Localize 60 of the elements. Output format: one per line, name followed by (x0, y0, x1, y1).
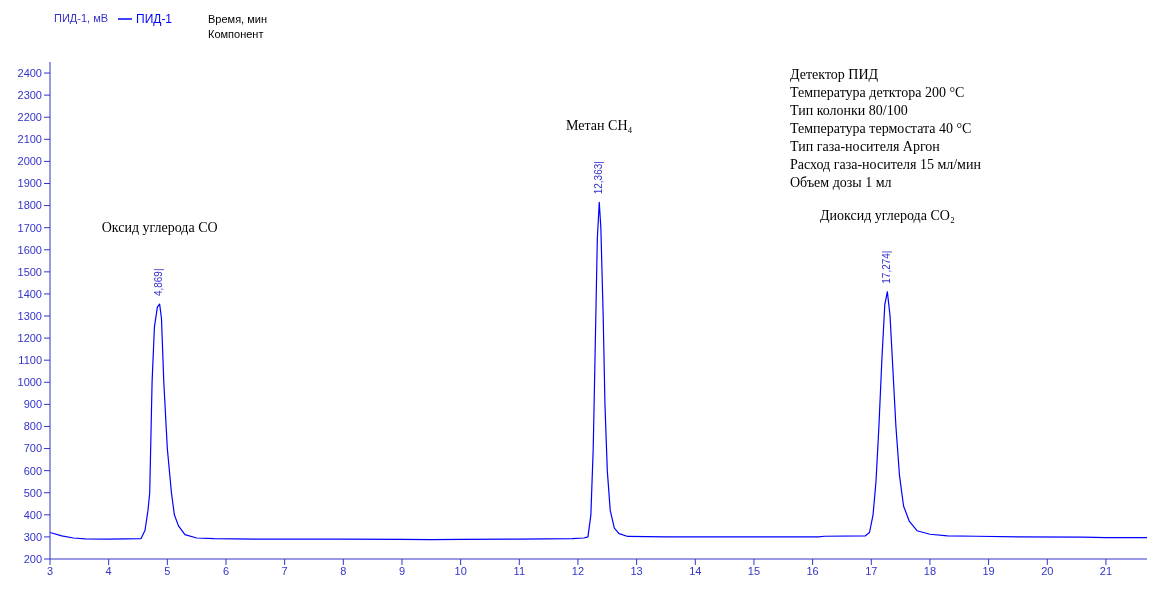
y-tick-label: 900 (23, 398, 42, 411)
y-tick-label: 2100 (17, 133, 42, 146)
annotation: Тип газа-носителя Аргон (790, 138, 941, 156)
x-tick-label: 8 (340, 564, 347, 577)
y-tick-label: 1100 (18, 354, 42, 367)
y-tick-label: 1200 (17, 332, 42, 345)
text: Компонент (208, 27, 265, 42)
y-tick-label: 300 (23, 530, 42, 543)
legend-label: ПИД-1 (135, 12, 173, 26)
y-tick-label: 500 (23, 486, 42, 499)
x-tick-label: 5 (164, 564, 171, 577)
y-tick-label: 2400 (17, 66, 42, 79)
x-tick-label: 6 (222, 564, 230, 577)
y-tick-label: 1000 (17, 376, 42, 389)
annotation: Оксид углерода CO (101, 220, 218, 236)
y-tick-label: 2200 (17, 111, 42, 124)
annotation: 4,869| (153, 268, 165, 297)
x-axis-title: Время, мин (208, 12, 267, 27)
annotation: Объем дозы 1 мл (790, 174, 893, 192)
annotation: Температура деткторa 200 °C (790, 84, 966, 102)
x-tick-label: 20 (1041, 564, 1054, 577)
y-tick-label: 400 (23, 508, 42, 521)
annotation: 17,274| (881, 250, 892, 284)
y-tick-label: 1600 (17, 243, 42, 256)
x-tick-label: 18 (923, 564, 937, 577)
x-tick-label: 13 (630, 564, 643, 577)
x-tick-label: 11 (513, 564, 526, 577)
y-tick-label: 1300 (17, 309, 42, 322)
y-tick-label: 200 (23, 552, 42, 565)
annotation: Расход газа-носителя 15 мл/мин (790, 156, 981, 174)
x-tick-label: 12 (571, 564, 585, 577)
y-tick-label: 1900 (17, 177, 42, 190)
annotation: Диоксид углерода CO₂ (819, 207, 955, 223)
annotation: 12,363| (592, 161, 604, 195)
x-tick-label: 4 (105, 564, 112, 577)
x-tick-label: 9 (398, 564, 406, 577)
y-tick-label: 2300 (17, 89, 42, 102)
y-tick-label: 1700 (17, 221, 42, 234)
y-tick-label: 1400 (17, 287, 42, 300)
y-tick-label: 700 (23, 442, 42, 455)
annotation: Температура термостата 40 °C (790, 120, 973, 138)
x-tick-label: 15 (747, 564, 761, 577)
x-tick-label: 3 (46, 564, 54, 577)
y-tick-label: 1800 (17, 199, 42, 212)
y-tick-label: 1500 (17, 265, 42, 278)
x-tick-label: 21 (1099, 564, 1113, 577)
y-axis-title: ПИД-1, мВ (54, 12, 109, 24)
y-tick-label: 800 (23, 420, 42, 433)
x-tick-label: 16 (806, 564, 819, 577)
x-tick-label: 7 (281, 564, 288, 577)
x-tick-label: 10 (454, 564, 467, 577)
line-series (50, 201, 1147, 541)
x-tick-label: 19 (982, 564, 995, 577)
x-tick-label: 17 (865, 564, 878, 577)
y-tick-label: 600 (23, 464, 42, 477)
x-tick-label: 14 (689, 564, 702, 577)
annotation: Тип колонки 80/100 (790, 102, 909, 120)
annotation: Детектор ПИД (790, 66, 880, 84)
annotation: Метан CH₄ (566, 118, 633, 134)
y-tick-label: 2000 (17, 155, 42, 168)
